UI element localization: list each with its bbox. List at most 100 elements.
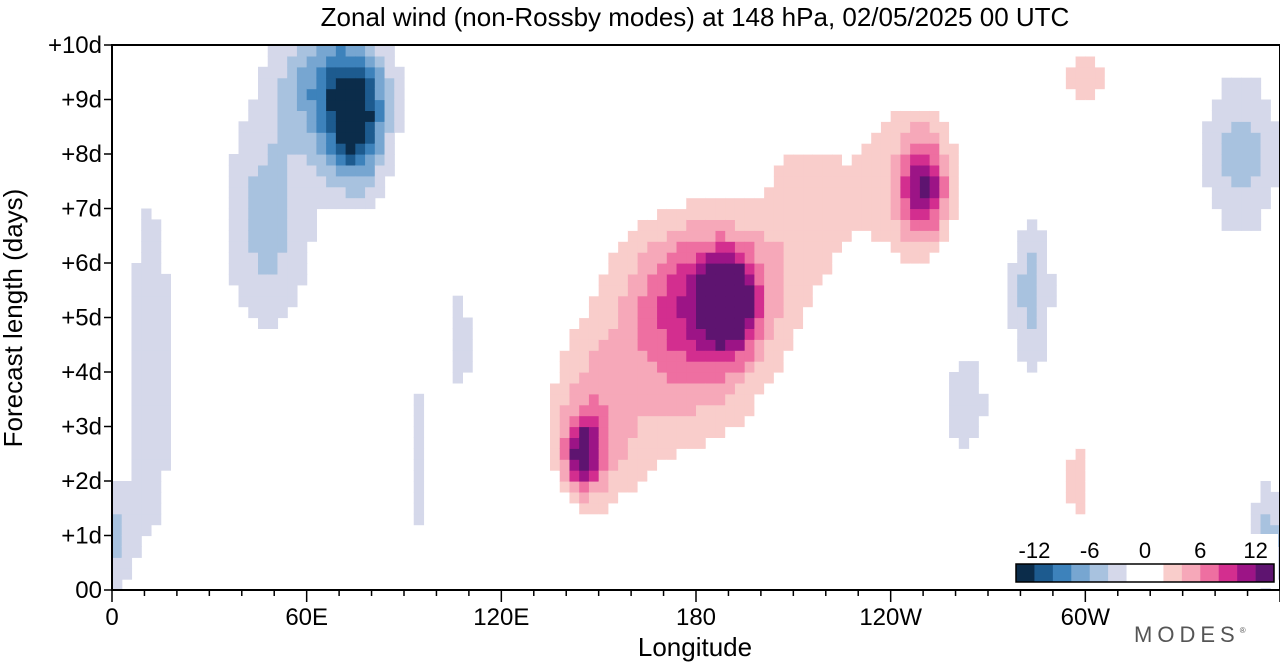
heat-cell — [851, 143, 863, 155]
heat-cell — [783, 350, 794, 362]
heat-cell — [705, 208, 717, 220]
heat-cell — [696, 164, 707, 177]
heat-cell — [715, 273, 726, 286]
heat-cell — [608, 197, 619, 210]
heat-cell — [1056, 502, 1067, 515]
heat-cell — [287, 55, 298, 68]
heat-cell — [744, 339, 755, 351]
heat-cell — [929, 154, 940, 166]
heat-cell — [267, 77, 279, 90]
heat-cell — [939, 175, 950, 188]
heat-cell — [296, 77, 308, 90]
heat-cell — [773, 404, 785, 417]
heat-cell — [1065, 437, 1077, 449]
heat-cell — [559, 393, 571, 406]
heat-cell — [1017, 263, 1028, 275]
heat-cell — [880, 99, 892, 111]
heat-cell — [131, 513, 142, 526]
heat-cell — [696, 393, 707, 406]
heat-cell — [880, 273, 892, 286]
heat-cell — [530, 415, 541, 428]
heat-cell — [657, 415, 668, 428]
heat-cell — [686, 164, 697, 177]
heat-cell — [910, 154, 921, 166]
heat-cell — [384, 45, 395, 57]
heat-cell — [627, 448, 639, 460]
heat-cell — [248, 121, 259, 133]
heat-cell — [764, 164, 775, 177]
heat-cell — [248, 252, 259, 264]
heat-cell — [579, 437, 590, 449]
heat-cell — [141, 491, 152, 504]
heat-cell — [910, 197, 921, 210]
heat-cell — [842, 306, 853, 319]
heat-cell — [618, 470, 629, 482]
heat-cell — [793, 328, 804, 340]
heat-cell — [666, 426, 678, 438]
heat-cell — [686, 208, 697, 220]
heat-cell — [1241, 186, 1252, 199]
heat-cell — [910, 110, 921, 122]
heat-cell — [627, 372, 639, 384]
heat-cell — [851, 175, 863, 188]
heat-cell — [773, 361, 785, 373]
heat-cell — [666, 437, 678, 449]
heat-cell — [627, 481, 639, 493]
heat-cell — [822, 273, 833, 286]
heat-cell — [579, 491, 590, 504]
heat-cell — [676, 470, 687, 482]
heat-cell — [686, 470, 697, 482]
heat-cell — [657, 317, 668, 329]
heat-cell — [861, 99, 872, 111]
heat-cell — [345, 132, 356, 144]
heat-cell — [715, 372, 726, 384]
heat-cell — [666, 197, 678, 210]
heat-cell — [569, 481, 580, 493]
heat-cell — [1211, 121, 1223, 133]
heat-cell — [842, 273, 853, 286]
heat-cell — [1221, 164, 1232, 177]
heat-cell — [696, 197, 707, 210]
heat-cell — [783, 175, 794, 188]
heat-cell — [939, 197, 950, 210]
heat-cell — [705, 241, 717, 253]
heat-cell — [588, 317, 600, 329]
heat-cell — [1017, 339, 1028, 351]
heat-cell — [608, 317, 619, 329]
heat-cell — [1231, 77, 1242, 90]
heat-cell — [559, 372, 571, 384]
heat-cell — [1065, 110, 1077, 122]
heat-cell — [608, 208, 619, 220]
heat-cell — [228, 535, 240, 547]
heat-cell — [365, 132, 376, 144]
heat-cell — [1211, 143, 1223, 155]
heat-cell — [627, 273, 639, 286]
heat-cell — [705, 186, 717, 199]
heat-cell — [365, 164, 376, 177]
heat-cell — [141, 437, 152, 449]
colorbar-label: -12 — [1019, 538, 1051, 563]
heat-cell — [160, 415, 171, 428]
heat-cell — [326, 143, 337, 155]
heat-cell — [812, 219, 824, 231]
heat-cell — [890, 110, 901, 122]
heat-cell — [822, 252, 833, 264]
heat-cell — [1221, 77, 1232, 90]
heat-cell — [744, 197, 755, 210]
heat-cell — [812, 197, 824, 210]
heat-cell — [296, 175, 308, 188]
heat-cell — [812, 350, 824, 362]
heat-cell — [559, 361, 571, 373]
heat-cell — [1231, 143, 1242, 155]
heat-cell — [696, 175, 707, 188]
heat-cell — [579, 502, 590, 515]
heat-cell — [462, 361, 473, 373]
heat-cell — [141, 372, 152, 384]
heat-cell — [842, 121, 853, 133]
heat-cell — [141, 284, 152, 297]
heat-cell — [248, 197, 259, 210]
colorbar-label: -6 — [1080, 538, 1100, 563]
heat-cell — [734, 437, 746, 449]
heat-cell — [929, 284, 940, 297]
heat-cell — [277, 45, 288, 57]
